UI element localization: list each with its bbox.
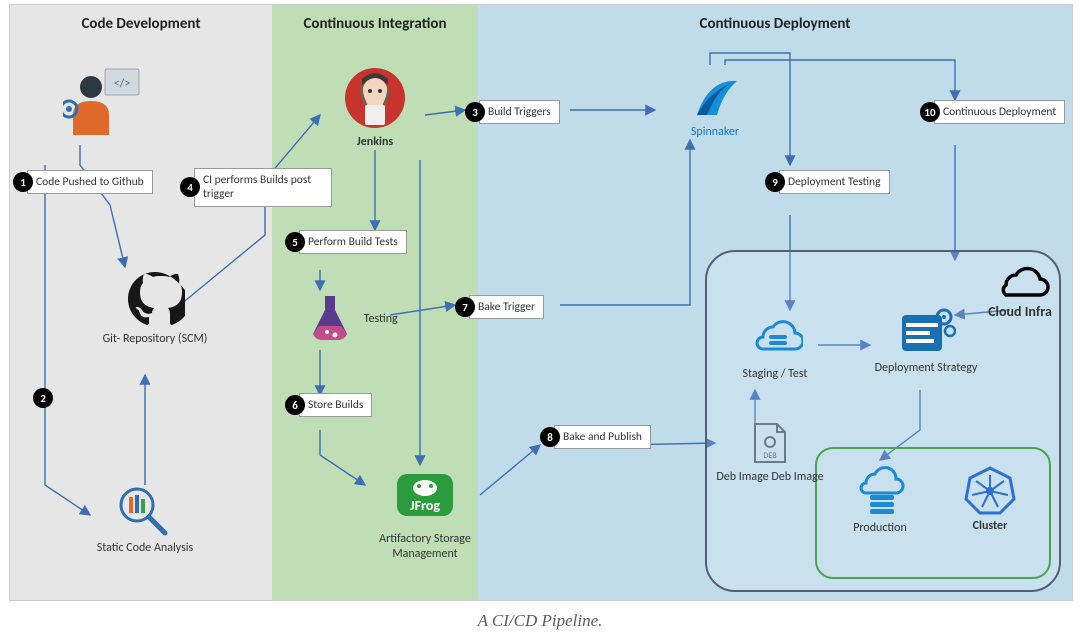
svg-text:DEB: DEB (763, 451, 777, 461)
jfrog-label: Artifactory Storage Management (350, 532, 500, 562)
step-3: 3Build Triggers (465, 100, 560, 124)
step-5-label: Perform Build Tests (299, 230, 407, 254)
svg-text:JFrog: JFrog (410, 497, 440, 514)
github-node: Git- Repository (SCM) (85, 270, 225, 347)
step-2-num: 2 (33, 388, 53, 408)
production-label: Production (830, 521, 930, 536)
jenkins-node: Jenkins (315, 65, 435, 150)
testing-label: Testing (364, 312, 398, 327)
cloud-icon (988, 259, 1052, 299)
kubernetes-icon (964, 465, 1016, 515)
step-5: 5Perform Build Tests (285, 230, 407, 254)
step-6: 6Store Builds (285, 393, 372, 417)
step-10: 10Continuous Deployment (920, 100, 1065, 124)
flask-icon (305, 290, 355, 344)
step-10-label: Continuous Deployment (934, 100, 1065, 124)
cloud-stack-icon (747, 315, 803, 363)
step-8-label: Bake and Publish (554, 425, 651, 449)
column-title-dev: Code Development (10, 5, 272, 33)
debimage-label: Deb Image Deb Image (710, 470, 830, 485)
static-label: Static Code Analysis (85, 541, 205, 556)
step-7: 7Bake Trigger (455, 295, 544, 319)
step-7-label: Bake Trigger (469, 295, 544, 319)
strategy-label: Deployment Strategy (866, 361, 986, 376)
static-code-analysis-node: Static Code Analysis (85, 485, 205, 556)
developer-node: </> (55, 65, 151, 139)
staging-label: Staging / Test (720, 367, 830, 382)
staging-node: Staging / Test (720, 315, 830, 382)
column-title-ci: Continuous Integration (272, 5, 478, 33)
cluster-label: Cluster (940, 519, 1040, 534)
step-4: 4CI performs Builds post trigger (180, 168, 332, 207)
step-1: 1Code Pushed to Github (13, 170, 153, 194)
step-2: 2 (33, 388, 53, 408)
github-label: Git- Repository (SCM) (85, 332, 225, 347)
spinnaker-node: Spinnaker (655, 75, 775, 140)
step-6-label: Store Builds (299, 393, 372, 417)
cloud-infra-label: Cloud Infra (965, 303, 1075, 321)
developer-icon: </> (63, 65, 143, 135)
step-3-label: Build Triggers (479, 100, 560, 124)
production-node: Production (830, 465, 930, 536)
plan-gear-icon (896, 305, 956, 357)
spinnaker-label: Spinnaker (655, 125, 775, 140)
column-title-cd: Continuous Deployment (478, 5, 1072, 33)
magnifier-code-icon (117, 485, 173, 537)
jenkins-label: Jenkins (315, 135, 435, 150)
jfrog-node: JFrog Artifactory Storage Management (350, 470, 500, 562)
jfrog-icon: JFrog (393, 470, 457, 528)
deb-file-icon: DEB (749, 420, 791, 466)
github-icon (125, 270, 185, 328)
deb-image-node: DEB Deb Image Deb Image (710, 420, 830, 485)
jenkins-icon (342, 65, 408, 131)
step-4-label: CI performs Builds post trigger (194, 168, 332, 207)
figure-caption: A CI/CD Pipeline. (0, 611, 1080, 631)
testing-node: Testing (305, 290, 425, 348)
step-1-label: Code Pushed to Github (27, 170, 153, 194)
svg-text:</>: </> (114, 77, 131, 91)
step-9: 9Deployment Testing (765, 170, 890, 194)
pipeline-diagram: Code Development Continuous Integration … (9, 4, 1073, 601)
cloud-infra-node: Cloud Infra (965, 259, 1075, 321)
step-8: 8Bake and Publish (540, 425, 651, 449)
cloud-servers-icon (852, 465, 908, 517)
cluster-node: Cluster (940, 465, 1040, 534)
step-9-label: Deployment Testing (779, 170, 890, 194)
spinnaker-icon (689, 75, 741, 121)
